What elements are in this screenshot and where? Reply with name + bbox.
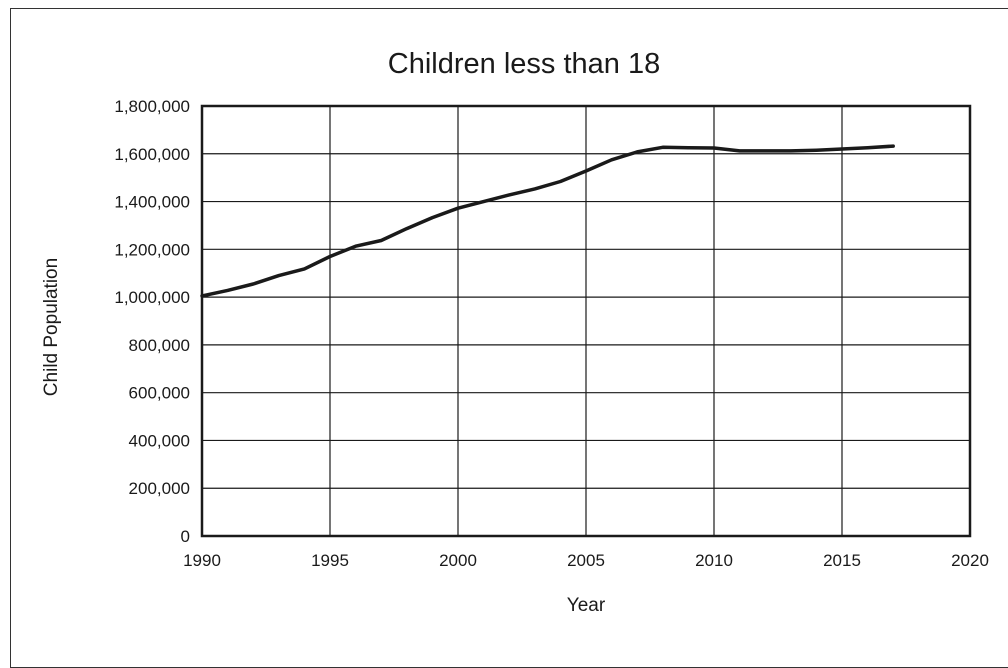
x-axis-tick-labels: 1990 1995 2000 2005 2010 2015 2020 xyxy=(183,551,989,570)
y-axis-tick-labels: 0 200,000 400,000 600,000 800,000 1,000,000 1,… xyxy=(114,97,190,546)
x-tick-label: 2005 xyxy=(567,551,605,570)
y-tick-label: 400,000 xyxy=(129,431,190,450)
y-tick-label: 200,000 xyxy=(129,479,190,498)
chart-title: Children less than 18 xyxy=(388,48,660,80)
y-tick-label: 1,400,000 xyxy=(114,193,190,212)
y-tick-label: 600,000 xyxy=(129,384,190,403)
y-axis-label: Child Population xyxy=(41,258,62,396)
y-tick-label: 1,600,000 xyxy=(114,145,190,164)
x-tick-label: 2000 xyxy=(439,551,477,570)
x-tick-label: 2010 xyxy=(695,551,733,570)
x-tick-label: 1990 xyxy=(183,551,221,570)
y-tick-label: 800,000 xyxy=(129,336,190,355)
series-layer xyxy=(200,144,895,298)
y-tick-label: 1,200,000 xyxy=(114,240,190,259)
line-chart: Children less than 18 0 200,000 400,000 600… xyxy=(41,48,989,616)
x-axis-label: Year xyxy=(567,595,606,616)
x-tick-label: 2015 xyxy=(823,551,861,570)
y-tick-label: 0 xyxy=(181,527,190,546)
y-tick-label: 1,800,000 xyxy=(114,97,190,116)
chart-frame: Children less than 18 0 200,000 400,000 600… xyxy=(10,8,1008,668)
x-tick-label: 2020 xyxy=(951,551,989,570)
plot-area-border xyxy=(200,104,972,538)
x-tick-label: 1995 xyxy=(311,551,349,570)
series-line xyxy=(200,144,895,298)
y-tick-label: 1,000,000 xyxy=(114,288,190,307)
